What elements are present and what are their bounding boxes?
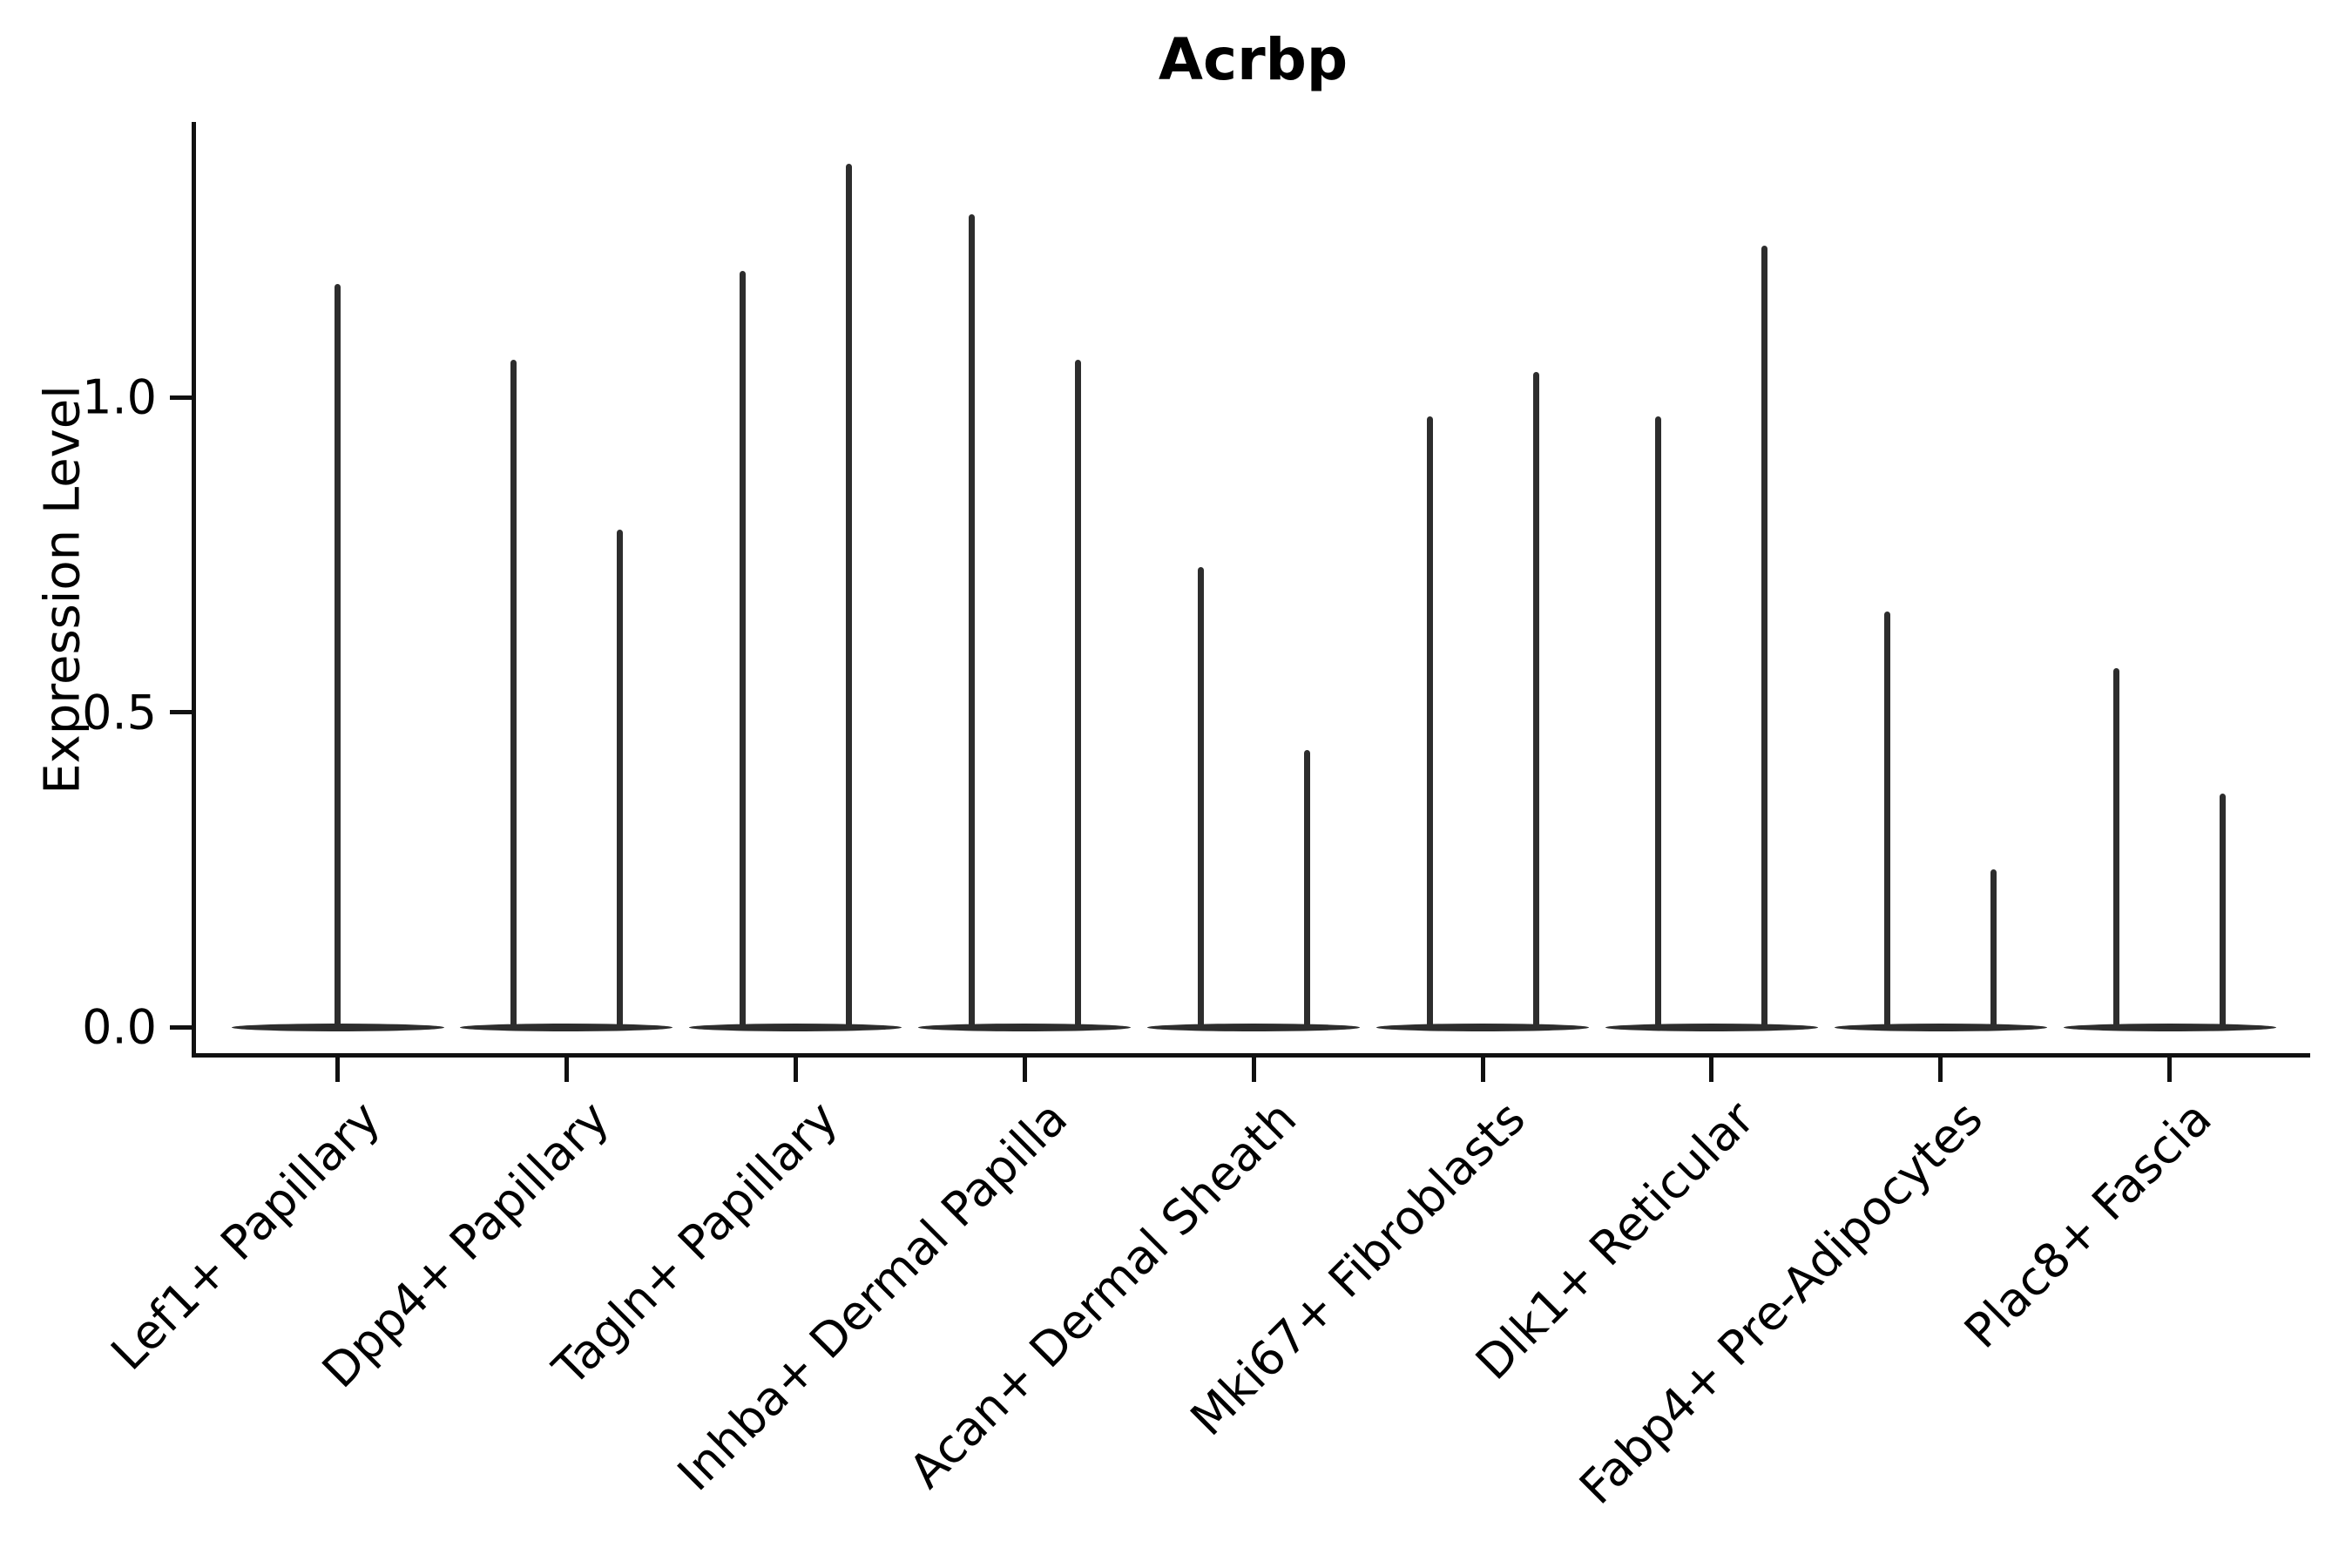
violin-spike	[1303, 749, 1310, 1027]
violin-spike	[1074, 359, 1081, 1027]
x-tick	[2167, 1058, 2173, 1082]
violin-spike	[739, 271, 746, 1027]
violin-base	[918, 1023, 1132, 1031]
x-tick	[1709, 1058, 1714, 1082]
violin-spike	[1655, 416, 1662, 1027]
violin-base	[689, 1023, 902, 1031]
x-tick	[793, 1058, 798, 1082]
violin-base	[460, 1023, 673, 1031]
violin-spike	[335, 283, 341, 1027]
y-tick	[170, 1024, 192, 1030]
violin-base	[1376, 1023, 1589, 1031]
violin-base	[1834, 1023, 2047, 1031]
violin-spike	[2113, 667, 2120, 1027]
x-tick-label: Acan+ Dermal Sheath	[898, 1091, 1307, 1499]
violin-spike	[845, 164, 852, 1027]
x-tick	[1480, 1058, 1485, 1082]
violin-base	[231, 1023, 444, 1031]
x-tick	[1022, 1058, 1027, 1082]
violin-base	[1605, 1023, 1818, 1031]
y-tick	[170, 395, 192, 400]
violin-spike	[616, 529, 623, 1027]
violin-spike	[510, 359, 517, 1027]
violin-spike	[1532, 372, 1539, 1027]
y-tick-label: 0.0	[82, 999, 157, 1055]
bottom-axis-spine	[192, 1053, 2310, 1058]
x-tick	[564, 1058, 569, 1082]
left-axis-spine	[192, 122, 196, 1058]
violin-spike	[2220, 794, 2227, 1027]
chart-title: Acrbp	[1158, 26, 1348, 93]
violin-spike	[1884, 611, 1891, 1027]
y-tick	[170, 710, 192, 714]
violin-spike	[1426, 416, 1433, 1027]
x-tick	[1251, 1058, 1256, 1082]
violin-spike	[968, 214, 975, 1027]
x-tick	[1938, 1058, 1943, 1082]
y-tick-label: 1.0	[82, 369, 157, 425]
violin-spike	[1761, 246, 1768, 1027]
violin-base	[2063, 1023, 2276, 1031]
x-tick-label: Inhba+ Dermal Papilla	[666, 1091, 1078, 1502]
x-tick-label: Plac8+ Fascia	[1954, 1091, 2223, 1359]
violin-spike	[1990, 869, 1997, 1027]
x-tick-label: Fabp4+ Pre-Adipocytes	[1569, 1091, 1994, 1515]
x-tick	[335, 1058, 340, 1082]
y-tick-label: 0.5	[82, 685, 157, 740]
violin-spike	[1197, 567, 1204, 1027]
violin-base	[1147, 1023, 1361, 1031]
